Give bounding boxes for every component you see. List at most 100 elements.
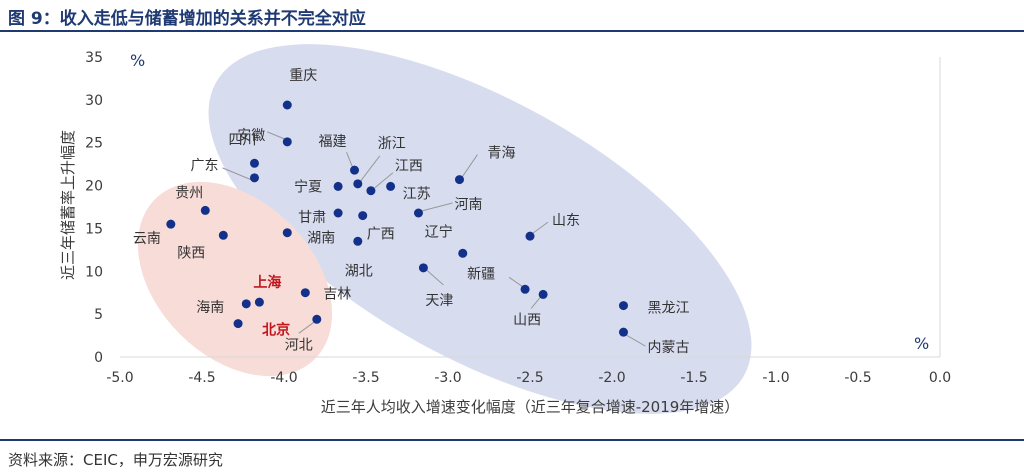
point-label: 浙江 (378, 136, 406, 152)
point-label: 广西 (367, 227, 395, 243)
data-point (350, 165, 360, 175)
data-point (282, 137, 292, 147)
data-point (249, 173, 259, 183)
x-tick-label: -1.5 (680, 370, 707, 386)
data-point (200, 205, 210, 215)
leader-lines (222, 131, 646, 347)
point-label: 广东 (190, 158, 218, 174)
point-label: 安徽 (237, 128, 265, 144)
data-point (618, 327, 628, 337)
leader-line (462, 154, 478, 177)
x-tick-label: -0.5 (844, 370, 871, 386)
point-label: 青海 (487, 146, 515, 162)
point-label: 天津 (425, 293, 453, 309)
data-points (166, 100, 628, 337)
x-tick-label: -4.5 (188, 370, 215, 386)
x-tick-label: 0.0 (929, 370, 951, 386)
y-tick-label: 35 (85, 50, 103, 66)
point-label: 吉林 (323, 287, 351, 303)
x-tick-label: -3.5 (352, 370, 379, 386)
leader-line (421, 202, 453, 212)
data-point (538, 289, 548, 299)
leader-line (426, 269, 444, 286)
data-point (333, 208, 343, 218)
leader-line (360, 155, 381, 182)
data-point (249, 158, 259, 168)
leader-line (298, 321, 315, 334)
data-point (353, 179, 363, 189)
data-point (254, 297, 264, 307)
point-label: 江苏 (403, 186, 431, 202)
data-point (358, 211, 368, 221)
data-point (218, 230, 228, 240)
point-label: 四川 (228, 132, 256, 148)
point-label: 江西 (395, 159, 423, 175)
y-tick-label: 15 (85, 221, 103, 237)
point-label: 湖南 (307, 231, 335, 247)
x-tick-label: -5.0 (106, 370, 133, 386)
y-tick-label: 30 (85, 93, 103, 109)
data-point (386, 181, 396, 191)
data-point (241, 299, 251, 309)
data-point (454, 175, 464, 185)
figure-title: 图 9：收入走低与储蓄增加的关系并不完全对应 (8, 9, 366, 29)
point-label: 河南 (454, 197, 482, 213)
point-label: 云南 (133, 231, 161, 247)
leader-line (374, 172, 394, 189)
y-tick-label: 0 (94, 350, 103, 366)
data-point (366, 186, 376, 196)
point-label: 北京 (262, 322, 290, 339)
leader-line (626, 334, 646, 347)
point-label: 内蒙古 (647, 340, 689, 356)
data-point (418, 263, 428, 273)
leader-line (222, 167, 252, 181)
scatter-chart: 0 5 10 15 20 25 30 35 -5.0 -4.5 -4.0 -3.5 -3.0 -2.5 -2… (59, 44, 951, 416)
source-note: 资料来源：CEIC，申万宏源研究 (8, 451, 223, 469)
data-point (300, 288, 310, 298)
leader-line (267, 131, 285, 140)
point-label: 新疆 (467, 266, 495, 282)
point-label: 福建 (319, 134, 347, 150)
x-tick-label: -3.0 (434, 370, 461, 386)
point-label: 甘肃 (298, 210, 326, 226)
data-point (525, 231, 535, 241)
data-point (520, 284, 530, 294)
axes: 0 5 10 15 20 25 30 35 -5.0 -4.5 -4.0 -3.5 -3.0 -2.5 -2… (59, 50, 951, 416)
data-point (353, 236, 363, 246)
x-tick-label: -2.0 (598, 370, 625, 386)
leader-line (346, 151, 353, 168)
point-label: 黑龙江 (647, 301, 689, 317)
y-tick-label: 20 (85, 179, 103, 195)
leader-line (532, 221, 549, 234)
leader-line (508, 276, 523, 287)
blue-group-ellipse (208, 44, 752, 414)
point-label: 宁夏 (294, 178, 322, 195)
data-point (312, 314, 322, 324)
point-label: 山西 (513, 312, 541, 328)
data-point (166, 219, 176, 229)
point-label: 山东 (552, 213, 580, 229)
source-rule (0, 439, 1024, 441)
point-label: 贵州 (175, 185, 203, 201)
title-rule (0, 30, 1024, 32)
data-point (413, 208, 423, 218)
x-tick-label: -4.0 (270, 370, 297, 386)
point-label: 湖北 (345, 263, 373, 279)
point-label: 重庆 (289, 68, 317, 84)
data-point (282, 100, 292, 110)
point-label: 河北 (285, 337, 313, 353)
x-tick-label: -1.0 (762, 370, 789, 386)
point-label: 海南 (196, 300, 224, 316)
data-point (233, 319, 243, 329)
data-point (458, 248, 468, 258)
y-tick-label: 5 (94, 307, 103, 323)
point-label: 上海 (253, 274, 281, 291)
y-tick-label: 25 (85, 136, 103, 152)
data-point (618, 301, 628, 311)
x-unit-label: % (914, 334, 929, 353)
y-unit-label: % (130, 51, 145, 70)
point-label: 辽宁 (425, 223, 453, 240)
leader-line (530, 297, 541, 309)
